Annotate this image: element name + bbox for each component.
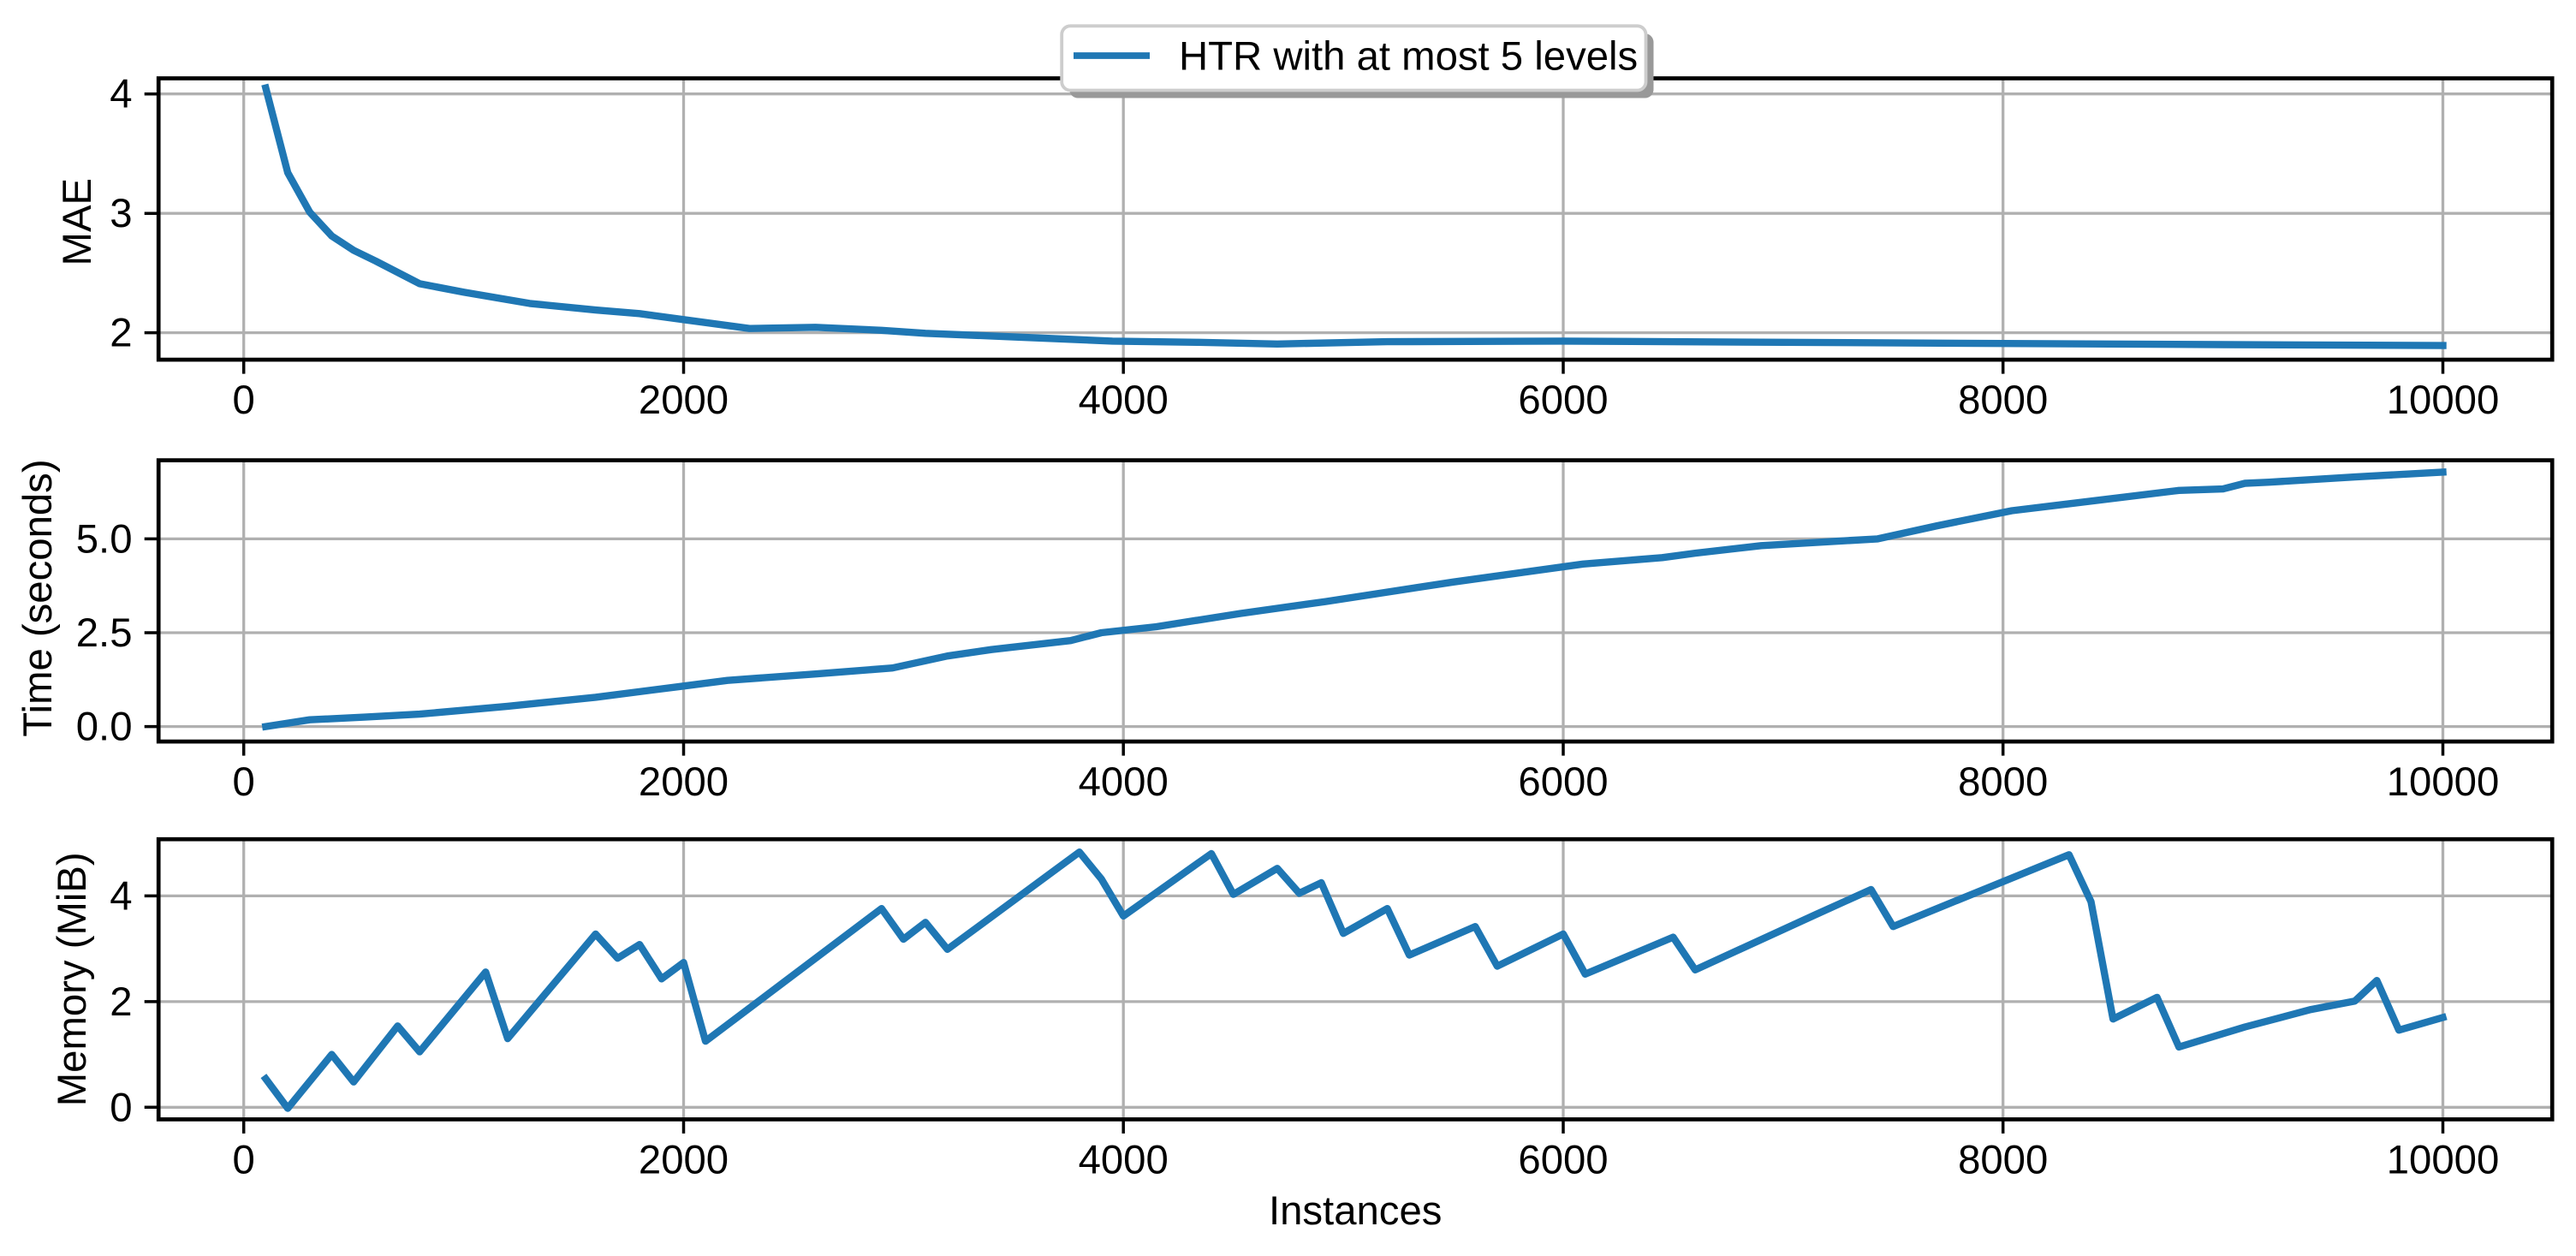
svg-text:4000: 4000 bbox=[1079, 378, 1169, 423]
svg-text:6000: 6000 bbox=[1518, 378, 1608, 423]
svg-text:2: 2 bbox=[110, 979, 132, 1025]
svg-text:4: 4 bbox=[110, 873, 132, 919]
svg-text:0: 0 bbox=[233, 378, 255, 423]
svg-text:10000: 10000 bbox=[2387, 378, 2500, 423]
svg-text:2.5: 2.5 bbox=[76, 610, 133, 656]
svg-text:MAE: MAE bbox=[55, 178, 100, 266]
svg-text:10000: 10000 bbox=[2387, 759, 2500, 805]
svg-text:8000: 8000 bbox=[1958, 1137, 2048, 1182]
svg-text:8000: 8000 bbox=[1958, 378, 2048, 423]
svg-text:0: 0 bbox=[233, 759, 255, 805]
svg-text:4000: 4000 bbox=[1079, 759, 1169, 805]
svg-text:Time (seconds): Time (seconds) bbox=[15, 459, 61, 736]
svg-text:2000: 2000 bbox=[639, 759, 729, 805]
svg-text:8000: 8000 bbox=[1958, 759, 2048, 805]
svg-text:4000: 4000 bbox=[1079, 1137, 1169, 1182]
svg-text:Memory (MiB): Memory (MiB) bbox=[50, 852, 95, 1106]
svg-text:6000: 6000 bbox=[1518, 1137, 1608, 1182]
svg-text:Instances: Instances bbox=[1269, 1188, 1442, 1234]
svg-text:2000: 2000 bbox=[639, 1137, 729, 1182]
svg-text:0: 0 bbox=[233, 1137, 255, 1182]
svg-text:10000: 10000 bbox=[2387, 1137, 2500, 1182]
svg-text:0: 0 bbox=[110, 1085, 132, 1130]
svg-text:3: 3 bbox=[110, 191, 132, 236]
svg-text:4: 4 bbox=[110, 72, 132, 117]
svg-text:6000: 6000 bbox=[1518, 759, 1608, 805]
svg-text:5.0: 5.0 bbox=[76, 516, 133, 562]
svg-text:2: 2 bbox=[110, 311, 132, 356]
svg-text:HTR with at most 5 levels: HTR with at most 5 levels bbox=[1179, 34, 1638, 80]
svg-text:2000: 2000 bbox=[639, 378, 729, 423]
svg-text:0.0: 0.0 bbox=[76, 705, 133, 750]
